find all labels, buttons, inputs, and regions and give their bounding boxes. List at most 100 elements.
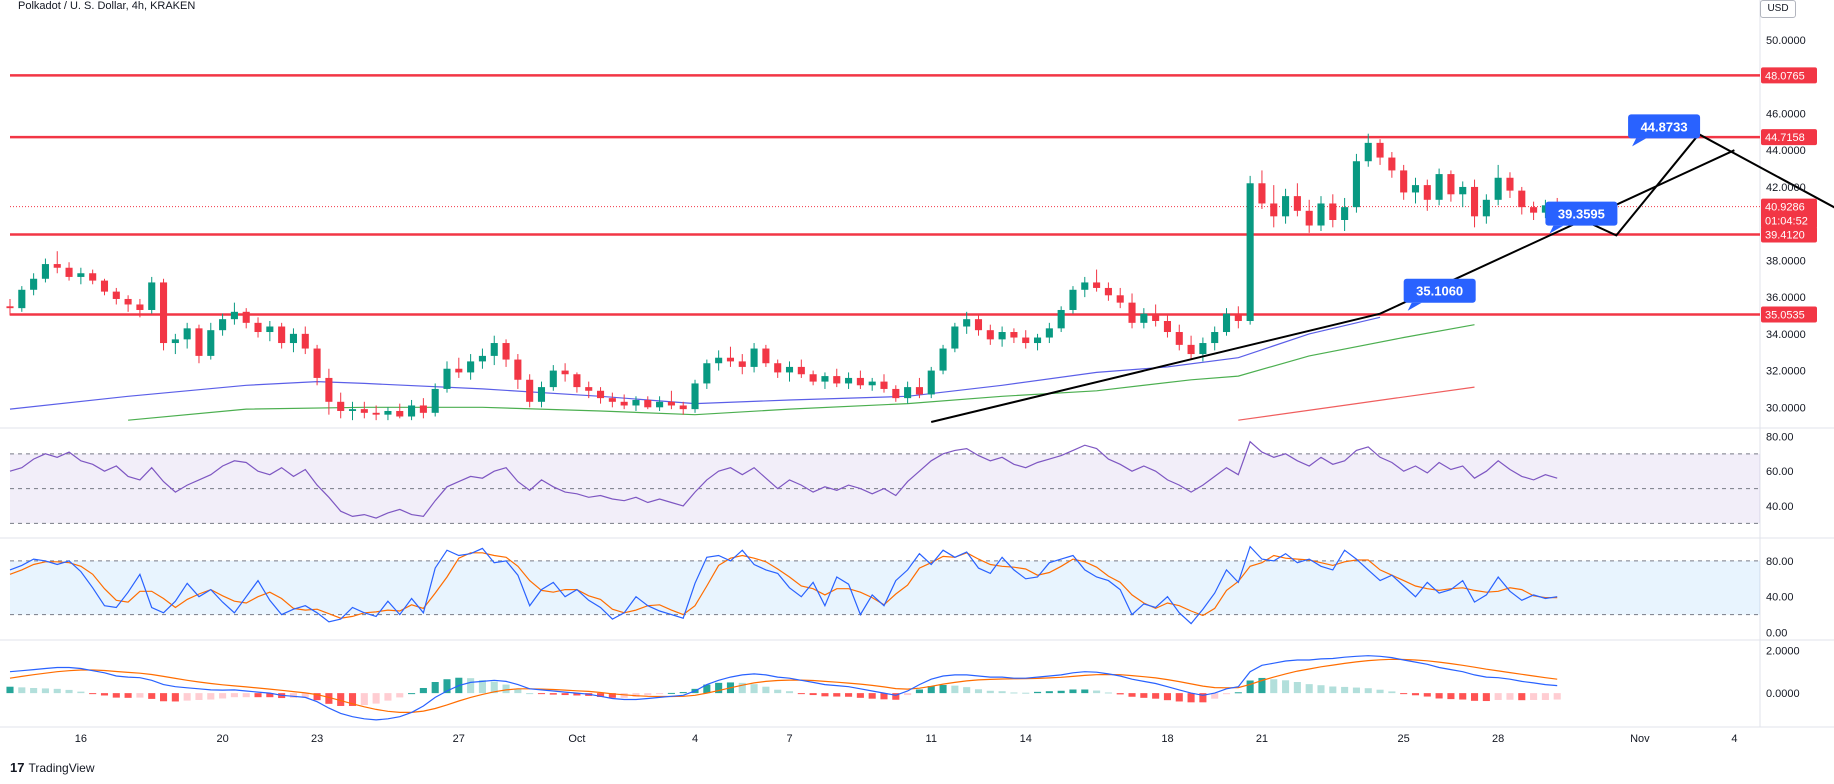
time-tick-label: 27 — [453, 733, 465, 745]
macd-histogram-bar — [384, 693, 392, 701]
macd-histogram-bar — [6, 686, 14, 694]
candle-body — [1104, 287, 1112, 296]
price-callout-box — [1545, 201, 1618, 226]
candle-body — [431, 388, 439, 413]
candle-body — [313, 348, 321, 378]
candle-body — [703, 363, 711, 384]
time-tick-label: 14 — [1020, 733, 1032, 745]
macd-histogram-bar — [1329, 686, 1337, 694]
candle-body — [785, 366, 794, 373]
macd-histogram-bar — [183, 693, 191, 701]
candle-body — [1352, 161, 1360, 208]
macd-histogram-bar — [620, 693, 628, 698]
stoch-tick-label: 0.00 — [1766, 628, 1787, 640]
candle-body — [1329, 203, 1337, 220]
macd-histogram-bar — [254, 693, 262, 698]
macd-histogram-bar — [171, 693, 179, 702]
macd-histogram-bar — [289, 693, 298, 698]
currency-button[interactable]: USD — [1760, 0, 1796, 18]
macd-histogram-bar — [1116, 693, 1124, 695]
candle-body — [927, 370, 935, 395]
macd-histogram-bar — [608, 693, 616, 698]
candle-body — [608, 398, 616, 402]
candle-body — [372, 412, 380, 415]
macd-histogram-bar — [750, 684, 758, 694]
candle-body — [89, 273, 97, 281]
symbol-header[interactable]: Polkadot / U. S. Dollar, 4h, KRAKEN — [18, 0, 196, 12]
candle-body — [1470, 186, 1479, 217]
tradingview-logo-icon: 17 — [10, 760, 25, 775]
macd-histogram-bar — [821, 693, 829, 697]
macd-histogram-bar — [1317, 685, 1325, 694]
macd-histogram-bar — [219, 693, 227, 699]
macd-histogram-bar — [656, 693, 664, 695]
candle-body — [1388, 157, 1396, 171]
macd-histogram-bar — [1459, 693, 1467, 700]
candle-body — [726, 357, 735, 362]
macd-histogram-bar — [998, 691, 1006, 694]
candle-body — [762, 348, 770, 364]
candle-body — [821, 376, 829, 382]
rsi-pane — [9, 440, 1760, 524]
macd-histogram-bar — [915, 689, 923, 694]
macd-histogram-bar — [632, 693, 640, 697]
macd-histogram-bar — [1093, 690, 1101, 694]
candle-body — [514, 359, 522, 380]
price-tick-label: 50.0000 — [1766, 35, 1806, 47]
candle-body — [1482, 199, 1490, 217]
macd-histogram-bar — [1211, 693, 1219, 699]
candle-body — [195, 328, 203, 356]
candle-body — [289, 333, 298, 344]
candle-body — [986, 330, 994, 340]
candle-body — [1400, 170, 1408, 193]
candle-body — [1447, 174, 1455, 195]
macd-histogram-bar — [1447, 693, 1455, 700]
macd-histogram-bar — [1506, 693, 1514, 700]
candle-body — [951, 326, 959, 349]
level-price-badge — [1761, 226, 1817, 243]
rsi-tick-label: 40.00 — [1766, 501, 1794, 513]
candle-body — [1187, 344, 1195, 355]
candle-body — [148, 282, 156, 310]
candle-body — [868, 381, 876, 386]
candle-body — [455, 368, 463, 373]
price-tick-label: 42.0000 — [1766, 182, 1806, 194]
macd-histogram-bar — [549, 693, 557, 695]
macd-histogram-bar — [1187, 693, 1195, 703]
macd-histogram-bar — [1411, 693, 1420, 696]
macd-histogram-bar — [148, 693, 156, 699]
candle-body — [242, 311, 250, 323]
macd-histogram-bar — [301, 693, 309, 698]
candle-body — [1022, 337, 1030, 344]
candle-body — [596, 390, 605, 399]
candle-body — [904, 387, 912, 399]
candle-body — [124, 298, 132, 305]
macd-histogram-bar — [112, 693, 120, 698]
macd-histogram-bar — [927, 686, 935, 694]
macd-histogram-bar — [431, 682, 439, 694]
level-price-badge — [1761, 67, 1817, 84]
candle-body — [644, 399, 652, 408]
macd-histogram-bar — [1541, 693, 1549, 700]
ascending-trend-line — [930, 149, 1735, 423]
macd-histogram-bar — [514, 688, 522, 694]
macd-histogram-bar — [774, 689, 782, 694]
candle-body — [1459, 186, 1467, 195]
macd-histogram-bar — [526, 693, 534, 695]
macd-histogram-bar — [1282, 680, 1290, 694]
candle-body — [1435, 174, 1443, 200]
tradingview-branding[interactable]: 17 TradingView — [10, 760, 95, 775]
candle-body — [738, 361, 746, 367]
macd-histogram-bar — [490, 681, 498, 694]
price-axis: 50.0000 46.0000 44.0000 42.0000 38.0000 36.00… — [1761, 35, 1817, 700]
price-callout-box — [1403, 278, 1476, 303]
candle-body — [845, 377, 853, 384]
candle-body — [1530, 207, 1538, 213]
stoch-tick-label: 40.00 — [1766, 592, 1794, 604]
candle-body — [6, 306, 14, 309]
candle-body — [478, 355, 486, 362]
candle-body — [65, 267, 73, 277]
candle-body — [1057, 309, 1065, 329]
